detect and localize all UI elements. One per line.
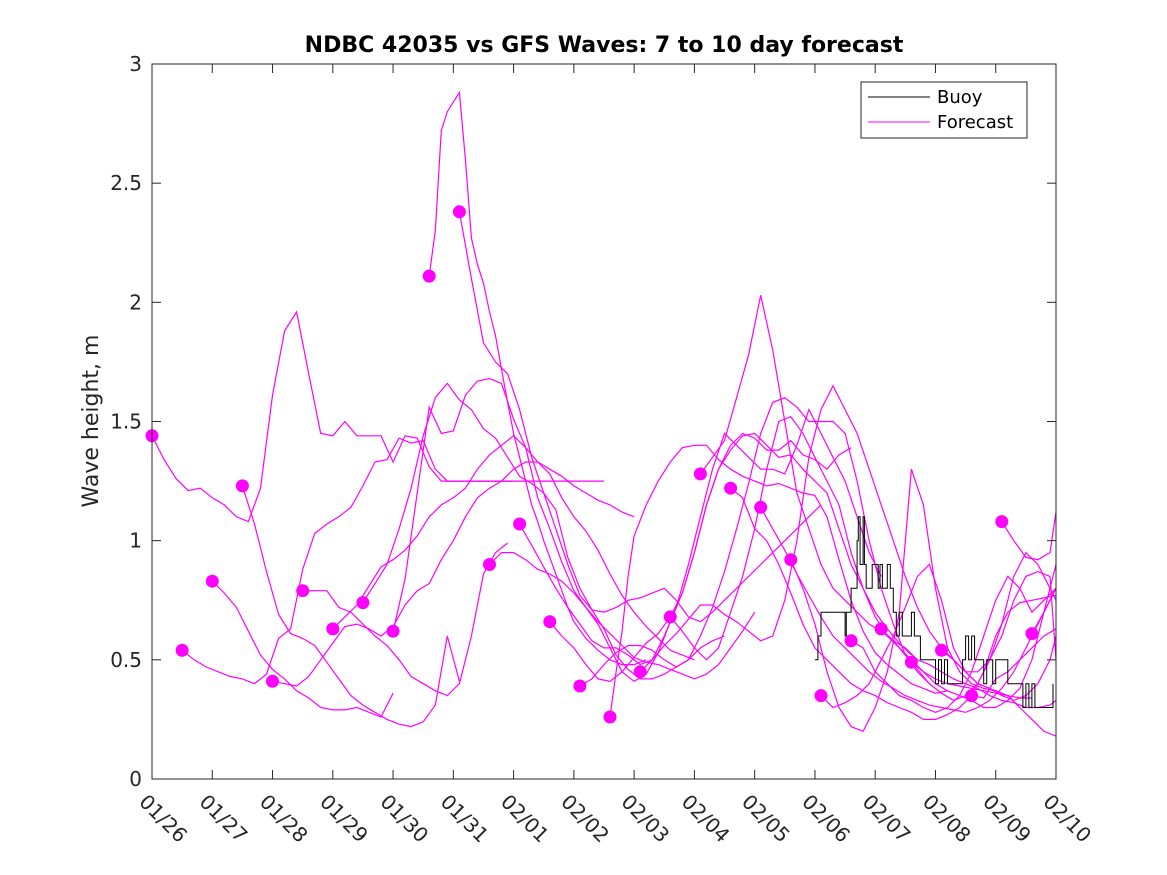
y-axis-label: Wave height, m xyxy=(79,335,104,508)
y-tick-label: 1 xyxy=(129,529,142,553)
forecast-start-marker xyxy=(452,205,466,219)
y-axis: 0 0.5 1 1.5 2 2.5 3 xyxy=(110,52,1056,791)
forecast-start-marker xyxy=(904,655,918,669)
forecast-start-marker xyxy=(965,689,979,703)
forecast-start-marker xyxy=(543,615,557,629)
forecast-start-marker xyxy=(386,624,400,638)
y-tick-label: 0 xyxy=(129,767,142,791)
forecast-start-marker xyxy=(844,634,858,648)
forecast-line-11 xyxy=(458,211,822,623)
forecast-line-13 xyxy=(519,408,882,666)
forecast-start-marker xyxy=(573,679,587,693)
forecast-start-markers xyxy=(145,205,1039,724)
forecast-line-3 xyxy=(211,580,394,718)
forecast-line-27 xyxy=(941,635,1056,702)
legend-buoy-label: Buoy xyxy=(937,87,983,108)
y-tick-label: 0.5 xyxy=(110,648,142,672)
forecast-line-6 xyxy=(302,542,508,697)
forecast-line-18 xyxy=(669,415,1032,699)
forecast-start-marker xyxy=(296,584,310,598)
legend-forecast-label: Forecast xyxy=(937,112,1013,133)
forecast-start-marker xyxy=(633,665,647,679)
forecast-line-23 xyxy=(820,563,1056,709)
y-tick-label: 1.5 xyxy=(110,410,142,434)
forecast-start-marker xyxy=(935,643,948,657)
forecast-line-9 xyxy=(392,377,756,680)
forecast-start-marker xyxy=(754,500,768,514)
forecast-line-15 xyxy=(579,397,942,694)
forecast-start-marker xyxy=(814,689,828,703)
forecast-start-marker xyxy=(663,610,677,624)
forecast-line-16 xyxy=(609,444,948,718)
forecast-start-marker xyxy=(603,710,617,724)
forecast-line-30 xyxy=(1031,588,1056,634)
y-tick-label: 2.5 xyxy=(110,171,142,195)
forecast-start-marker xyxy=(784,553,798,567)
forecast-line-28 xyxy=(971,628,1056,699)
y-tick-label: 3 xyxy=(129,52,142,76)
plot-area xyxy=(152,64,1056,779)
forecast-start-marker xyxy=(422,269,436,283)
forecast-start-marker xyxy=(995,515,1009,529)
forecast-start-marker xyxy=(874,622,888,636)
forecast-start-marker xyxy=(326,622,340,636)
forecast-start-marker xyxy=(724,481,738,495)
buoy-line xyxy=(814,516,1054,708)
forecast-line-14 xyxy=(549,432,912,682)
forecast-start-marker xyxy=(693,467,707,481)
forecast-line-4 xyxy=(241,485,460,728)
forecast-line-24 xyxy=(850,575,1056,713)
forecast-line-5 xyxy=(272,461,635,687)
forecast-start-marker xyxy=(266,674,279,688)
forecast-line-10 xyxy=(428,90,647,666)
buoy-line-group xyxy=(814,516,1054,708)
y-tick-label: 2 xyxy=(129,290,142,314)
forecast-lines xyxy=(152,90,1056,737)
forecast-start-marker xyxy=(175,643,189,657)
legend-box xyxy=(860,81,1028,139)
forecast-start-marker xyxy=(483,558,496,571)
forecast-start-marker xyxy=(235,479,249,493)
legend: Buoy Forecast xyxy=(860,81,1028,139)
forecast-line-29 xyxy=(1001,512,1056,561)
forecast-line-21 xyxy=(760,507,1056,713)
forecast-start-marker xyxy=(513,517,527,531)
forecast-start-marker xyxy=(1025,627,1039,641)
chart-title: NDBC 42035 vs GFS Waves: 7 to 10 day for… xyxy=(305,33,904,58)
forecast-start-marker xyxy=(205,574,219,588)
forecast-start-marker xyxy=(356,596,370,610)
